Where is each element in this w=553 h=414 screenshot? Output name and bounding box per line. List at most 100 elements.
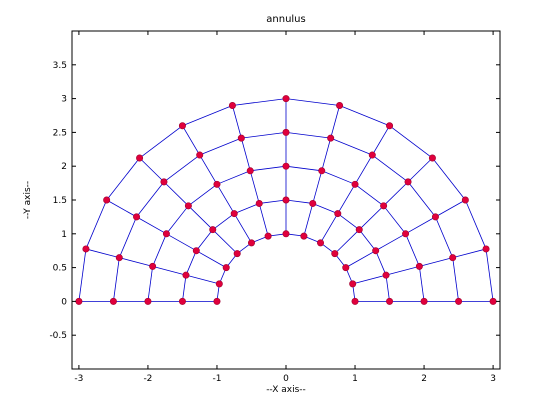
data-point-56 <box>386 122 394 130</box>
mesh-spoke-segment-107 <box>85 248 120 259</box>
data-point-53 <box>482 245 490 253</box>
mesh-spoke-segment-77 <box>337 184 356 214</box>
mesh-arc-segment-39 <box>372 154 409 183</box>
mesh-spoke-segment-76 <box>320 213 339 244</box>
mesh-arc-segment-59 <box>78 248 87 302</box>
data-point-4 <box>317 239 325 247</box>
data-point-64 <box>75 297 83 305</box>
data-point-44 <box>327 134 335 142</box>
y-tick-label-3: 1 <box>61 230 67 240</box>
mesh-arc-segment-25 <box>405 233 420 267</box>
mesh-spoke-segment-66 <box>419 257 453 267</box>
mesh-arc-segment-16 <box>312 203 338 214</box>
mesh-arc-segment-34 <box>152 233 167 267</box>
data-point-36 <box>162 230 170 238</box>
mesh-spoke-segment-104 <box>185 274 220 285</box>
data-point-0 <box>351 297 359 305</box>
mesh-arc-segment-45 <box>136 181 165 218</box>
mesh-arc-segment-51 <box>389 125 433 159</box>
mesh-arc-segment-37 <box>435 216 454 258</box>
mesh-arc-segment-55 <box>182 105 233 127</box>
mesh-spoke-segment-97 <box>188 205 214 230</box>
data-point-23 <box>192 247 200 255</box>
mesh-arc-segment-13 <box>375 250 387 276</box>
mesh-arc-segment-56 <box>139 125 183 159</box>
data-point-14 <box>382 271 390 279</box>
data-point-22 <box>209 226 217 234</box>
mesh-arc-segment-44 <box>163 154 200 183</box>
mesh-spoke-segment-101 <box>166 233 197 252</box>
data-point-38 <box>144 297 152 305</box>
mesh-spoke-segment-89 <box>249 170 260 204</box>
mesh-arc-segment-47 <box>113 257 120 302</box>
mesh-spoke-segment-98 <box>163 181 189 207</box>
data-point-39 <box>455 297 463 305</box>
data-point-33 <box>246 167 254 175</box>
mesh-arc-segment-40 <box>330 137 373 156</box>
data-point-8 <box>247 239 255 247</box>
mesh-spoke-segment-82 <box>321 138 332 171</box>
mesh-spoke-segment-72 <box>334 229 360 254</box>
chart-title: annulus <box>266 14 305 25</box>
data-point-43 <box>368 151 376 159</box>
data-point-24 <box>182 271 190 279</box>
mesh-arc-segment-17 <box>285 199 313 204</box>
mesh-arc-segment-27 <box>354 183 384 207</box>
mesh-arc-segment-32 <box>188 183 218 207</box>
y-tick-label-6: 2.5 <box>53 128 67 138</box>
y-tick-label-1: 0 <box>61 297 67 307</box>
data-point-50 <box>115 254 123 262</box>
data-point-63 <box>82 245 90 253</box>
mesh-spoke-segment-79 <box>371 125 390 156</box>
mesh-spoke-segment-102 <box>136 216 167 235</box>
y-tick-label-5: 2 <box>61 162 67 172</box>
data-point-28 <box>402 230 410 238</box>
data-point-5 <box>300 232 308 240</box>
data-point-58 <box>282 95 290 103</box>
data-point-40 <box>449 254 457 262</box>
data-point-47 <box>196 151 204 159</box>
x-tick-label-0: -3 <box>74 374 83 384</box>
y-tick-label-7: 3 <box>61 95 67 105</box>
mesh-arc-segment-22 <box>185 250 197 276</box>
x-tick-label-5: 2 <box>421 374 427 384</box>
data-point-30 <box>351 180 359 188</box>
mesh-arc-segment-42 <box>241 132 287 139</box>
x-tick-label-3: 0 <box>283 374 289 384</box>
mesh-spoke-segment-95 <box>182 125 201 156</box>
x-ticks: -3 -2 -1 0 1 2 3 <box>74 31 496 384</box>
mesh-spoke-segment-88 <box>258 203 269 237</box>
mesh-arc-segment-15 <box>337 213 360 230</box>
data-point-20 <box>255 199 263 207</box>
data-point-2 <box>342 264 350 272</box>
mesh-arc-segment-29 <box>285 165 322 172</box>
mesh-spoke-segment-67 <box>452 248 487 259</box>
mesh-arc-segment-48 <box>485 248 494 302</box>
mesh-arc-segment-14 <box>358 229 376 251</box>
data-point-37 <box>149 262 157 270</box>
data-point-29 <box>380 202 388 210</box>
data-point-17 <box>334 210 342 218</box>
data-point-48 <box>160 178 168 186</box>
x-tick-label-6: 3 <box>490 374 496 384</box>
data-point-6 <box>282 230 290 238</box>
data-point-26 <box>420 297 428 305</box>
y-tick-label-0: -0.5 <box>49 331 67 341</box>
mesh-arc-segment-49 <box>464 199 487 250</box>
mesh-spoke-segment-105 <box>152 265 187 276</box>
mesh-arc-segment-19 <box>234 203 260 214</box>
mesh-spoke-segment-68 <box>345 250 376 268</box>
mesh-spoke-segment-91 <box>232 105 242 139</box>
mesh-arc-segment-57 <box>106 157 140 201</box>
data-point-13 <box>386 297 394 305</box>
data-point-1 <box>349 280 357 288</box>
mesh-arc-segment-53 <box>285 98 340 106</box>
y-axis-label: --Y axis-- <box>23 181 33 219</box>
x-tick-label-2: -1 <box>212 374 221 384</box>
data-point-25 <box>178 297 186 305</box>
data-point-9 <box>233 250 241 258</box>
mesh-spoke-segment-90 <box>240 138 251 171</box>
mesh-arc-segment-52 <box>339 105 390 127</box>
mesh-spoke-segment-70 <box>405 216 436 235</box>
